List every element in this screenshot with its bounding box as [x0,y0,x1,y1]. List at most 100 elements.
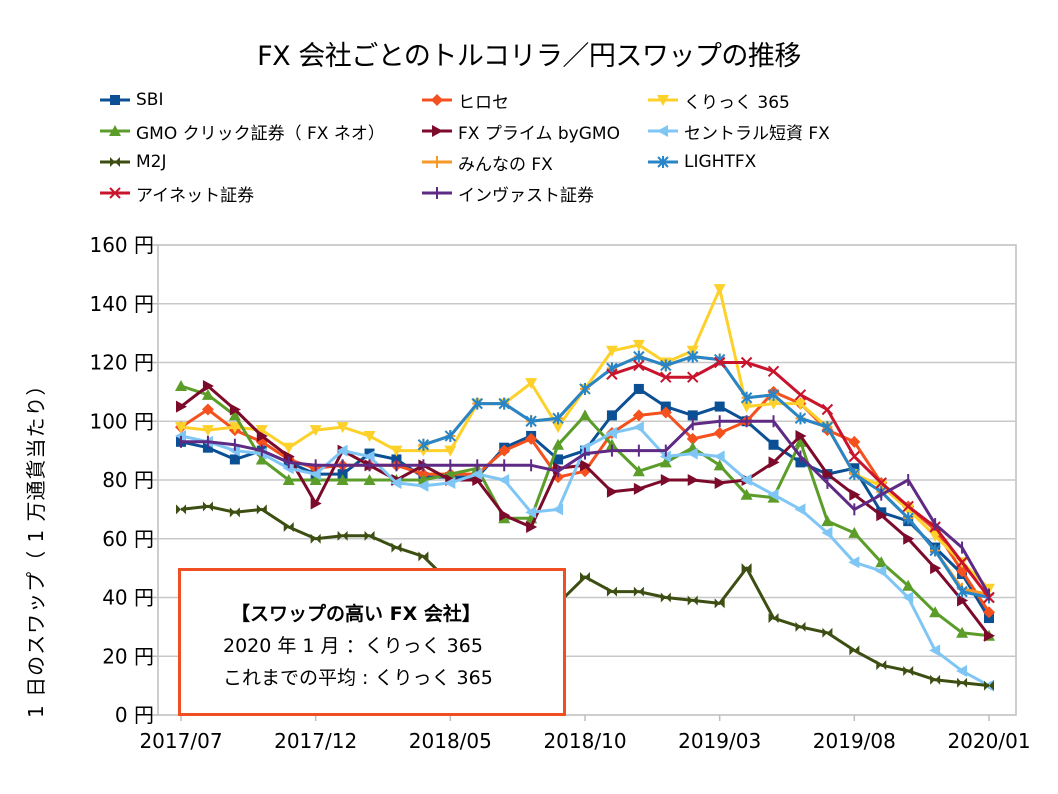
data-point [202,501,208,512]
data-point [606,410,617,421]
y-tick-label: 80 円 [102,468,154,492]
x-tick-label: 2018/05 [409,729,492,753]
data-point [957,677,963,688]
data-point [989,680,994,691]
legend-item: くりっく 365 [646,88,790,113]
legend-marker [657,95,669,106]
data-point [336,422,349,434]
data-point [525,378,538,390]
data-point [632,339,645,351]
data-point [633,359,645,372]
data-point [903,665,909,676]
data-point [525,432,538,445]
data-point [363,430,376,442]
legend-label: セントラル短資 FX [684,123,830,144]
data-point [525,415,537,428]
legend-item: LIGHTFX [646,150,756,174]
data-point [234,507,240,518]
data-point [686,447,698,460]
data-point [902,591,914,604]
data-point [821,526,833,539]
legend-marker-icon [100,187,130,199]
data-point [552,503,564,516]
data-point [881,660,887,671]
data-point [740,391,753,404]
legend-label: みんなの FX [458,154,553,175]
data-point [201,425,214,437]
legend-marker [115,157,120,167]
data-point [687,410,698,421]
data-point [283,522,289,532]
data-point [714,401,725,412]
data-point [822,627,828,638]
data-point [659,456,672,468]
data-point [633,482,645,495]
data-point [714,598,720,609]
series-8 [417,350,995,604]
data-point [956,556,968,568]
data-point [794,435,807,447]
legend-label: FX プライム byGMO [458,123,620,144]
data-point [390,445,403,457]
y-tick-label: 100 円 [89,409,154,433]
data-point [740,401,753,413]
data-point [526,521,538,533]
data-point [229,403,241,416]
series-9 [606,356,995,604]
data-point [255,453,268,465]
legend-label: くりっく 365 [684,92,790,113]
data-point [390,476,402,489]
data-point [687,350,699,363]
data-point [632,465,645,477]
data-point [848,468,861,481]
data-point [822,468,834,481]
legend-marker [657,156,669,168]
data-point [282,442,295,454]
data-point [202,380,214,392]
data-point [821,515,834,527]
data-point [686,432,699,445]
data-point [713,459,726,471]
legend-marker-icon [648,125,678,137]
data-point [660,359,672,372]
data-point [342,530,348,541]
data-point [369,530,375,541]
data-point [795,429,807,442]
data-point [337,530,343,541]
data-point [659,406,672,419]
data-point [315,533,321,544]
legend-marker [432,125,443,137]
data-point [908,665,914,676]
data-point [660,371,672,383]
data-point [579,409,591,421]
data-point [794,398,807,410]
legend-item: ヒロセ [420,88,509,113]
data-point [800,621,806,632]
data-point [580,571,585,582]
series-4 [176,380,995,642]
data-point [336,444,348,457]
data-point [552,422,565,434]
legend-marker-icon [422,187,452,199]
data-point [903,532,915,545]
y-axis-label: 1 日のスワップ（ 1 万通貨当たり） [24,374,48,718]
data-point [984,629,995,642]
legend-marker [431,94,443,106]
data-point [665,592,671,603]
data-point [498,474,510,486]
y-tick-label: 120 円 [89,351,154,375]
data-point [956,585,968,598]
data-point [660,474,672,486]
data-point [687,595,693,606]
data-point [849,488,861,501]
data-point [719,598,725,609]
legend-label: アイネット証券 [136,185,255,206]
x-tick-label: 2019/08 [813,729,896,753]
data-point [876,660,882,671]
data-point [687,371,699,383]
data-point [606,485,618,498]
data-point [956,664,968,677]
x-tick-label: 2019/03 [678,729,761,753]
callout-heading: 【スワップの高い FX 会社】 [231,603,481,625]
data-point [794,503,806,516]
